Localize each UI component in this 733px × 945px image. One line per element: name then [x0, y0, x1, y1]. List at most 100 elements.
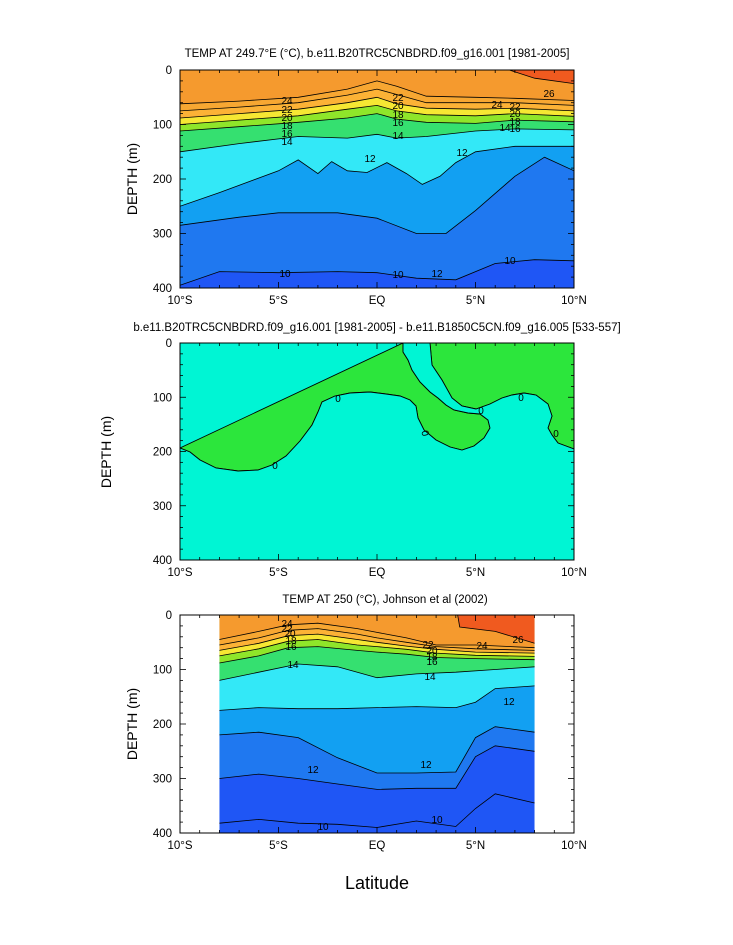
contour-label: 14 [392, 131, 404, 142]
y-tick-label: 200 [153, 719, 172, 731]
y-tick-label: 100 [153, 665, 172, 677]
panel3-fills [180, 615, 574, 833]
fill-band [457, 615, 535, 644]
x-tick-label: 10°S [167, 295, 192, 307]
y-tick-label: 0 [166, 65, 172, 77]
zero-label: 0 [335, 394, 341, 405]
y-tick-label: 300 [153, 229, 172, 241]
zero-label: 0 [418, 429, 430, 438]
contour-label: 10 [279, 269, 291, 280]
zero-label: 0 [518, 393, 524, 404]
panel1-ylabel: DEPTH (m) [124, 143, 140, 215]
contour-line [180, 259, 574, 286]
panel3-ylabel: DEPTH (m) [124, 688, 140, 760]
x-tick-label: 10°N [561, 567, 587, 579]
zero-label: 0 [553, 429, 559, 440]
contour-label: 26 [512, 635, 524, 646]
panel-observed-temp: TEMP AT 250 (°C), Johnson et al (2002) D… [124, 594, 587, 852]
contour-label: 10 [317, 822, 329, 833]
y-tick-label: 400 [153, 283, 172, 295]
panel3-ticks: 10°S 5°S EQ 5°N 10°N 0 100 200 300 400 [153, 610, 587, 852]
panel1-ticks: 10°S 5°S EQ 5°N 10°N 0 100 200 300 400 [153, 65, 587, 307]
contour-label: 24 [281, 619, 293, 630]
contour-line [180, 145, 574, 207]
contour-line [180, 80, 574, 105]
zero-label: 0 [272, 461, 278, 472]
zero-label: 0 [478, 406, 484, 417]
contour-label: 10 [431, 815, 443, 826]
x-tick-label: EQ [369, 295, 386, 307]
contour-label: 18 [426, 652, 438, 663]
no-data-mask [534, 615, 574, 833]
y-tick-label: 400 [153, 828, 172, 840]
contour-line [507, 70, 574, 84]
contour-label: 24 [281, 96, 293, 107]
contour-line [219, 633, 535, 654]
contour-line [180, 113, 574, 132]
contour-label: 14 [499, 123, 511, 134]
panel2-ylabel: DEPTH (m) [98, 416, 114, 488]
x-tick-label: 5°S [269, 840, 288, 852]
panel2-ticks: 10°S 5°S EQ 5°N 10°N 0 100 200 300 400 [153, 338, 587, 579]
fill-band [180, 70, 574, 104]
contour-line [219, 639, 535, 657]
contour-line [219, 726, 535, 774]
contour-label: 16 [392, 118, 404, 129]
panel1-contours [180, 70, 574, 286]
y-tick-label: 0 [166, 338, 172, 350]
contour-line [219, 663, 535, 681]
contour-label: 12 [307, 765, 319, 776]
contour-label: 12 [456, 148, 468, 159]
contour-label: 20 [426, 646, 438, 657]
x-tick-label: 10°S [167, 840, 192, 852]
contour-label: 20 [509, 109, 521, 120]
panel-model-difference: b.e11.B20TRC5CNBDRD.f09_g16.001 [1981-20… [98, 322, 621, 579]
x-tick-label: EQ [369, 567, 386, 579]
panel3-title: TEMP AT 250 (°C), Johnson et al (2002) [282, 594, 487, 606]
x-tick-label: 5°S [269, 295, 288, 307]
contour-label: 18 [509, 117, 521, 128]
y-tick-label: 100 [153, 392, 172, 404]
contour-label: 22 [281, 624, 293, 635]
contour-label: 24 [476, 641, 488, 652]
contour-line [219, 793, 535, 828]
x-tick-label: 10°S [167, 567, 192, 579]
contour-line [180, 104, 574, 125]
fill-band [509, 70, 574, 84]
y-tick-label: 200 [153, 174, 172, 186]
x-tick-label: 10°N [561, 295, 587, 307]
panel2-title: b.e11.B20TRC5CNBDRD.f09_g16.001 [1981-20… [133, 322, 620, 334]
contour-label: 20 [281, 113, 293, 124]
contour-label: 10 [504, 256, 516, 267]
contour-line [180, 88, 574, 112]
contour-label: 16 [426, 657, 438, 668]
contour-label: 14 [287, 660, 299, 671]
contour-line [219, 685, 535, 711]
panel2-fills [180, 343, 574, 560]
contour-label: 14 [281, 137, 293, 148]
x-tick-label: 5°S [269, 567, 288, 579]
contour-label: 12 [364, 154, 376, 165]
contour-line [180, 96, 574, 119]
x-tick-label: 5°N [466, 567, 485, 579]
contour-line [219, 622, 535, 649]
contour-label: 14 [424, 672, 436, 683]
contour-label: 16 [285, 642, 297, 653]
x-tick-label: 5°N [466, 840, 485, 852]
y-tick-label: 100 [153, 120, 172, 132]
contour-label: 12 [431, 269, 443, 280]
panel2-contour-labels: 0 0 0 0 0 0 [272, 393, 559, 472]
contour-line [219, 646, 535, 664]
contour-label: 24 [491, 100, 503, 111]
contour-label: 20 [392, 101, 404, 112]
panel3-contours [219, 615, 535, 828]
panel-model-temp: TEMP AT 249.7°E (°C), b.e11.B20TRC5CNBDR… [124, 48, 587, 307]
x-axis-label: Latitude [345, 873, 409, 893]
contour-label: 18 [281, 121, 293, 132]
contour-label: 22 [281, 105, 293, 116]
panel1-title: TEMP AT 249.7°E (°C), b.e11.B20TRC5CNBDR… [185, 48, 570, 60]
contour-label: 16 [281, 129, 293, 140]
